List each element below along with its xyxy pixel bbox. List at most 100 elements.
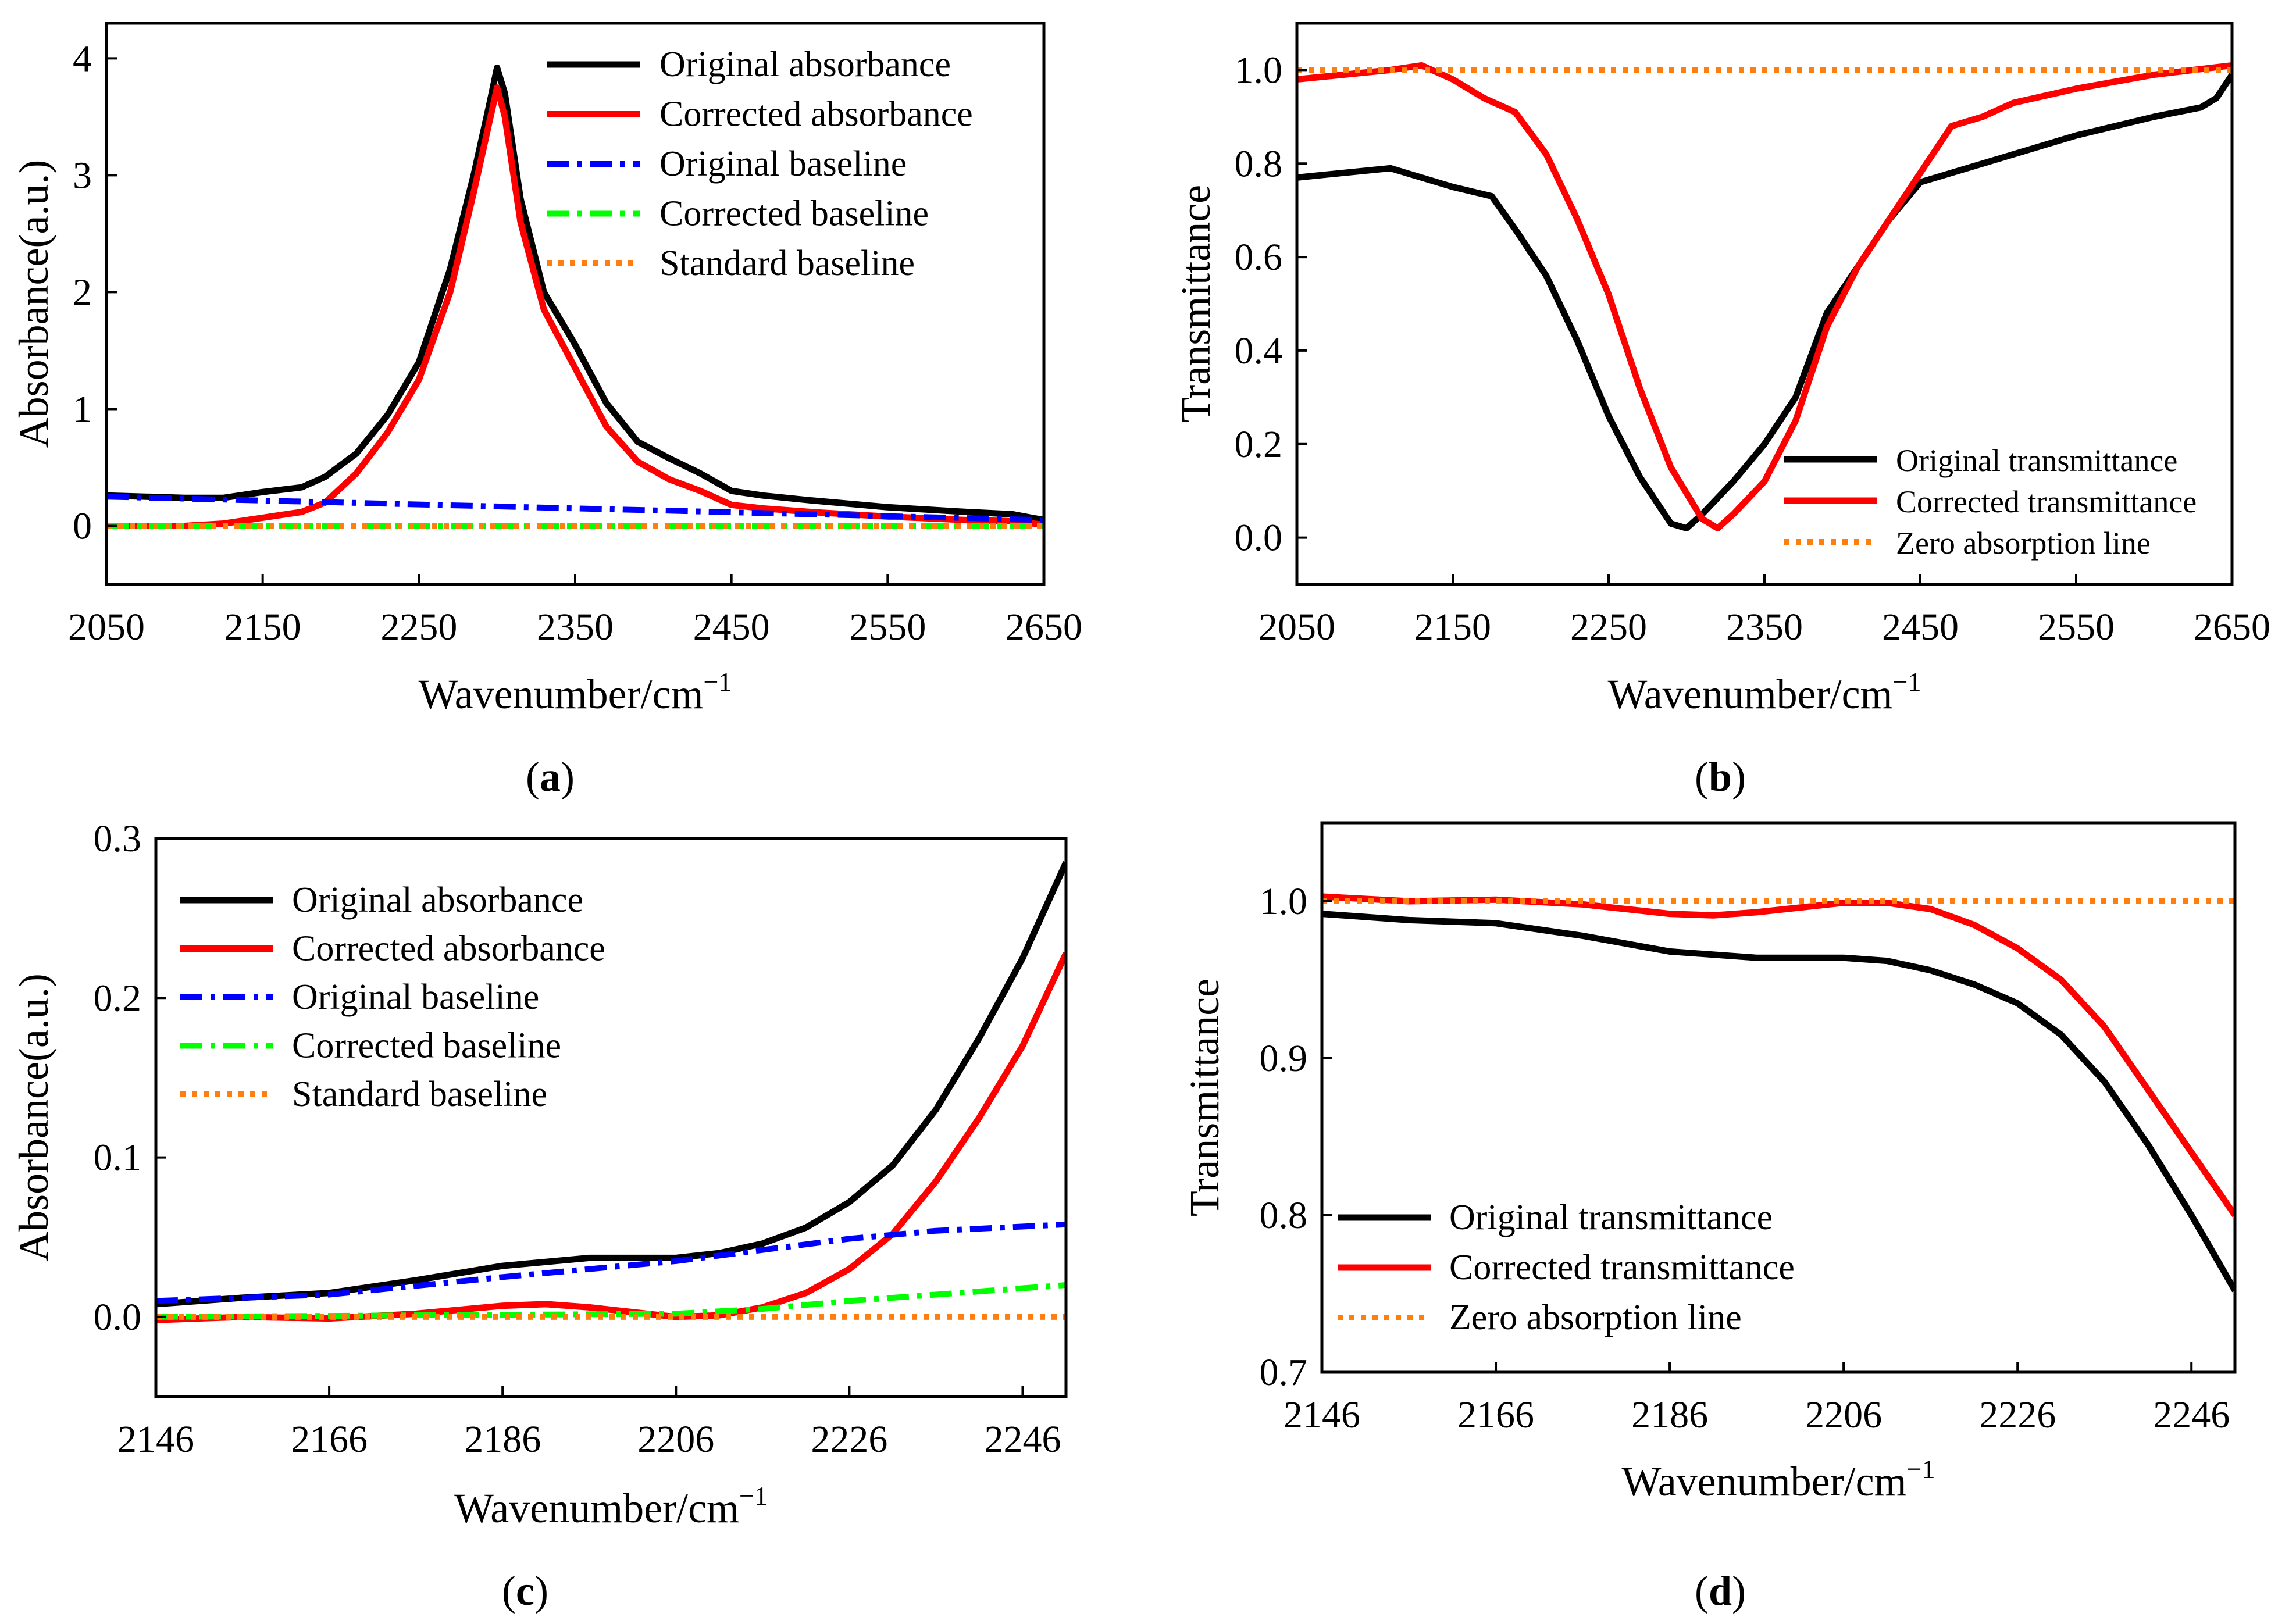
y-tick-label: 0.2 <box>94 977 142 1019</box>
x-tick-label: 2166 <box>291 1418 368 1461</box>
series-line-original-absorbance <box>156 861 1066 1308</box>
plot-frame <box>1320 821 2237 1374</box>
y-tick-label: 0.6 <box>1235 236 1283 279</box>
x-tick-label: 2206 <box>1805 1394 1882 1436</box>
legend: Original transmittance Corrected transmit… <box>1784 443 2197 561</box>
x-tick-label: 2186 <box>1631 1394 1708 1436</box>
x-tick-label: 2250 <box>380 606 457 648</box>
x-tick-label: 2166 <box>1457 1394 1534 1436</box>
x-tick-label: 2246 <box>984 1418 1061 1461</box>
y-tick-label: 0.2 <box>1235 423 1283 466</box>
y-tick-label: 0.4 <box>1235 330 1283 372</box>
y-tick-label: 0.8 <box>1235 142 1283 185</box>
caption-open: ( <box>1695 1568 1709 1614</box>
x-tick-label: 2150 <box>1414 606 1491 648</box>
x-axis-label: Wavenumber/cm−1 <box>454 1481 768 1532</box>
caption-open: ( <box>526 754 540 800</box>
panel-c: 2146 2166 2186 2206 2226 2246 0.0 0.1 0.2 0.3 Wave… <box>10 818 1068 1614</box>
x-axis-label-superscript: −1 <box>1893 667 1921 697</box>
legend: Original absorbance Corrected absorbance O… <box>180 880 605 1114</box>
legend-entry-label: Standard baseline <box>659 244 915 283</box>
y-axis-label: Absorbance(a.u.) <box>10 973 57 1262</box>
legend-entry-label: Corrected transmittance <box>1896 484 2197 519</box>
x-tick-label: 2146 <box>1284 1394 1360 1436</box>
x-tick-label: 2206 <box>637 1418 714 1461</box>
y-tick-label: 0.8 <box>1260 1194 1308 1237</box>
caption-letter: c <box>516 1568 534 1614</box>
x-tick-label: 2450 <box>1882 606 1959 648</box>
caption-close: ) <box>1732 1568 1746 1614</box>
x-axis-label-superscript: −1 <box>1907 1454 1935 1484</box>
series-line-original-transmittance <box>1297 73 2232 531</box>
caption-close: ) <box>1732 754 1746 800</box>
y-tick-label: 0.0 <box>94 1296 142 1339</box>
x-tick-label: 2350 <box>537 606 614 648</box>
series-line-original-baseline <box>156 1221 1066 1304</box>
x-tick-label: 2150 <box>224 606 301 648</box>
legend-entry-label: Standard baseline <box>292 1075 547 1114</box>
x-tick-label: 2050 <box>1258 606 1335 648</box>
caption-letter: b <box>1709 754 1732 800</box>
x-tick-label: 2250 <box>1570 606 1647 648</box>
x-tick-label: 2246 <box>2153 1394 2230 1436</box>
x-axis-label-main: Wavenumber/cm <box>1608 671 1893 718</box>
legend-entry-label: Corrected baseline <box>292 1026 561 1066</box>
panel-caption: (b) <box>1695 754 1746 800</box>
legend-entry-label: Corrected baseline <box>659 194 929 234</box>
legend-entry-label: Original absorbance <box>292 880 583 920</box>
series-line-corrected-transmittance <box>1322 893 2235 1218</box>
legend-entry-label: Original absorbance <box>659 45 951 84</box>
legend: Original absorbance Corrected absorbance O… <box>547 45 973 283</box>
x-tick-label: 2146 <box>117 1418 194 1461</box>
panel-d: 2146 2166 2186 2206 2226 2246 0.7 0.8 0.9 1.0 Wave… <box>1181 821 2237 1614</box>
x-axis-label-superscript: −1 <box>739 1481 768 1511</box>
y-axis-label: Transmittance <box>1181 979 1228 1216</box>
x-tick-label: 2350 <box>1726 606 1803 648</box>
series-line-original-absorbance <box>106 64 1044 523</box>
legend-entry-label: Original baseline <box>292 977 539 1017</box>
legend-entry-label: Original transmittance <box>1896 443 2177 478</box>
series-line-corrected-transmittance <box>1297 62 2232 531</box>
y-axis-label: Transmittance <box>1172 185 1219 423</box>
x-tick-label: 2650 <box>2194 606 2270 648</box>
series-line-corrected-absorbance <box>106 84 1044 529</box>
legend-entry-label: Original transmittance <box>1449 1198 1773 1237</box>
panel-a: 2050 2150 2250 2350 2450 2550 2650 0 1 2 3 4 Wavenum… <box>10 22 1082 800</box>
caption-open: ( <box>502 1568 516 1614</box>
legend: Original transmittance Corrected transmit… <box>1338 1198 1795 1337</box>
panel-caption: (c) <box>502 1568 548 1614</box>
y-tick-label: 1.0 <box>1260 880 1308 923</box>
x-tick-label: 2650 <box>1006 606 1082 648</box>
panel-caption: (a) <box>526 754 575 800</box>
legend-entry-label: Corrected absorbance <box>659 95 973 134</box>
x-tick-label: 2186 <box>464 1418 541 1461</box>
legend-entry-label: Original baseline <box>659 144 907 184</box>
x-tick-label: 2226 <box>1979 1394 2056 1436</box>
x-tick-label: 2050 <box>68 606 145 648</box>
x-tick-label: 2550 <box>2038 606 2115 648</box>
x-tick-label: 2450 <box>693 606 770 648</box>
legend-entry-label: Zero absorption line <box>1896 526 2151 561</box>
x-axis-label: Wavenumber/cm−1 <box>1608 667 1921 718</box>
y-tick-label: 1 <box>73 388 92 430</box>
y-tick-label: 0.1 <box>94 1137 142 1179</box>
x-tick-label: 2550 <box>849 606 926 648</box>
series-line-original-baseline <box>106 494 1044 523</box>
y-tick-label: 0.9 <box>1260 1037 1308 1080</box>
caption-open: ( <box>1695 754 1709 800</box>
y-tick-label: 0.3 <box>94 818 142 860</box>
x-axis-label-main: Wavenumber/cm <box>454 1485 739 1532</box>
legend-entry-label: Zero absorption line <box>1449 1298 1742 1337</box>
caption-close: ) <box>561 754 575 800</box>
y-tick-label: 4 <box>73 37 92 80</box>
y-tick-label: 3 <box>73 154 92 197</box>
caption-close: ) <box>534 1568 548 1614</box>
y-tick-label: 0.7 <box>1260 1351 1308 1394</box>
panel-caption: (d) <box>1695 1568 1746 1614</box>
y-axis-label: Absorbance(a.u.) <box>10 160 57 448</box>
series-line-original-transmittance <box>1322 911 2235 1293</box>
x-axis-label-superscript: −1 <box>704 667 732 697</box>
panel-b: 2050 2150 2250 2350 2450 2550 2650 0.0 0.2 0.4 0.6… <box>1172 22 2270 800</box>
y-tick-label: 1.0 <box>1235 49 1283 91</box>
